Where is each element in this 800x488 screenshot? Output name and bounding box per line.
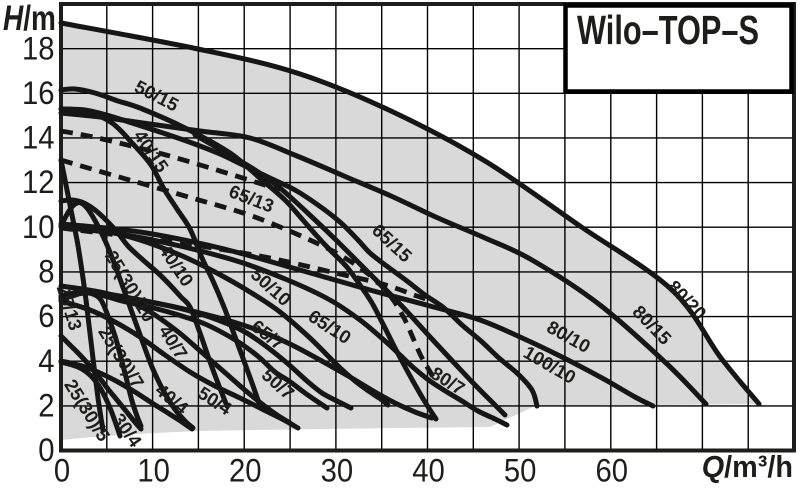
svg-text:8: 8 [38,253,54,290]
svg-text:16: 16 [22,74,55,111]
svg-text:Q/m³/h: Q/m³/h [702,450,793,484]
svg-text:Wilo–TOP–S: Wilo–TOP–S [577,7,759,53]
svg-text:0: 0 [38,432,54,469]
svg-text:0: 0 [54,452,70,488]
svg-text:4: 4 [38,342,54,379]
svg-text:50: 50 [504,452,537,488]
svg-text:12: 12 [22,164,55,201]
svg-text:30: 30 [321,452,354,488]
svg-text:40: 40 [412,452,445,488]
svg-text:6: 6 [38,298,54,335]
svg-text:10: 10 [137,452,170,488]
svg-text:60: 60 [596,452,629,488]
svg-text:2: 2 [38,387,54,424]
svg-text:18: 18 [22,30,55,67]
svg-text:20: 20 [229,452,262,488]
svg-text:10: 10 [22,208,55,245]
svg-text:14: 14 [22,119,55,156]
svg-text:H/m: H/m [3,0,56,38]
